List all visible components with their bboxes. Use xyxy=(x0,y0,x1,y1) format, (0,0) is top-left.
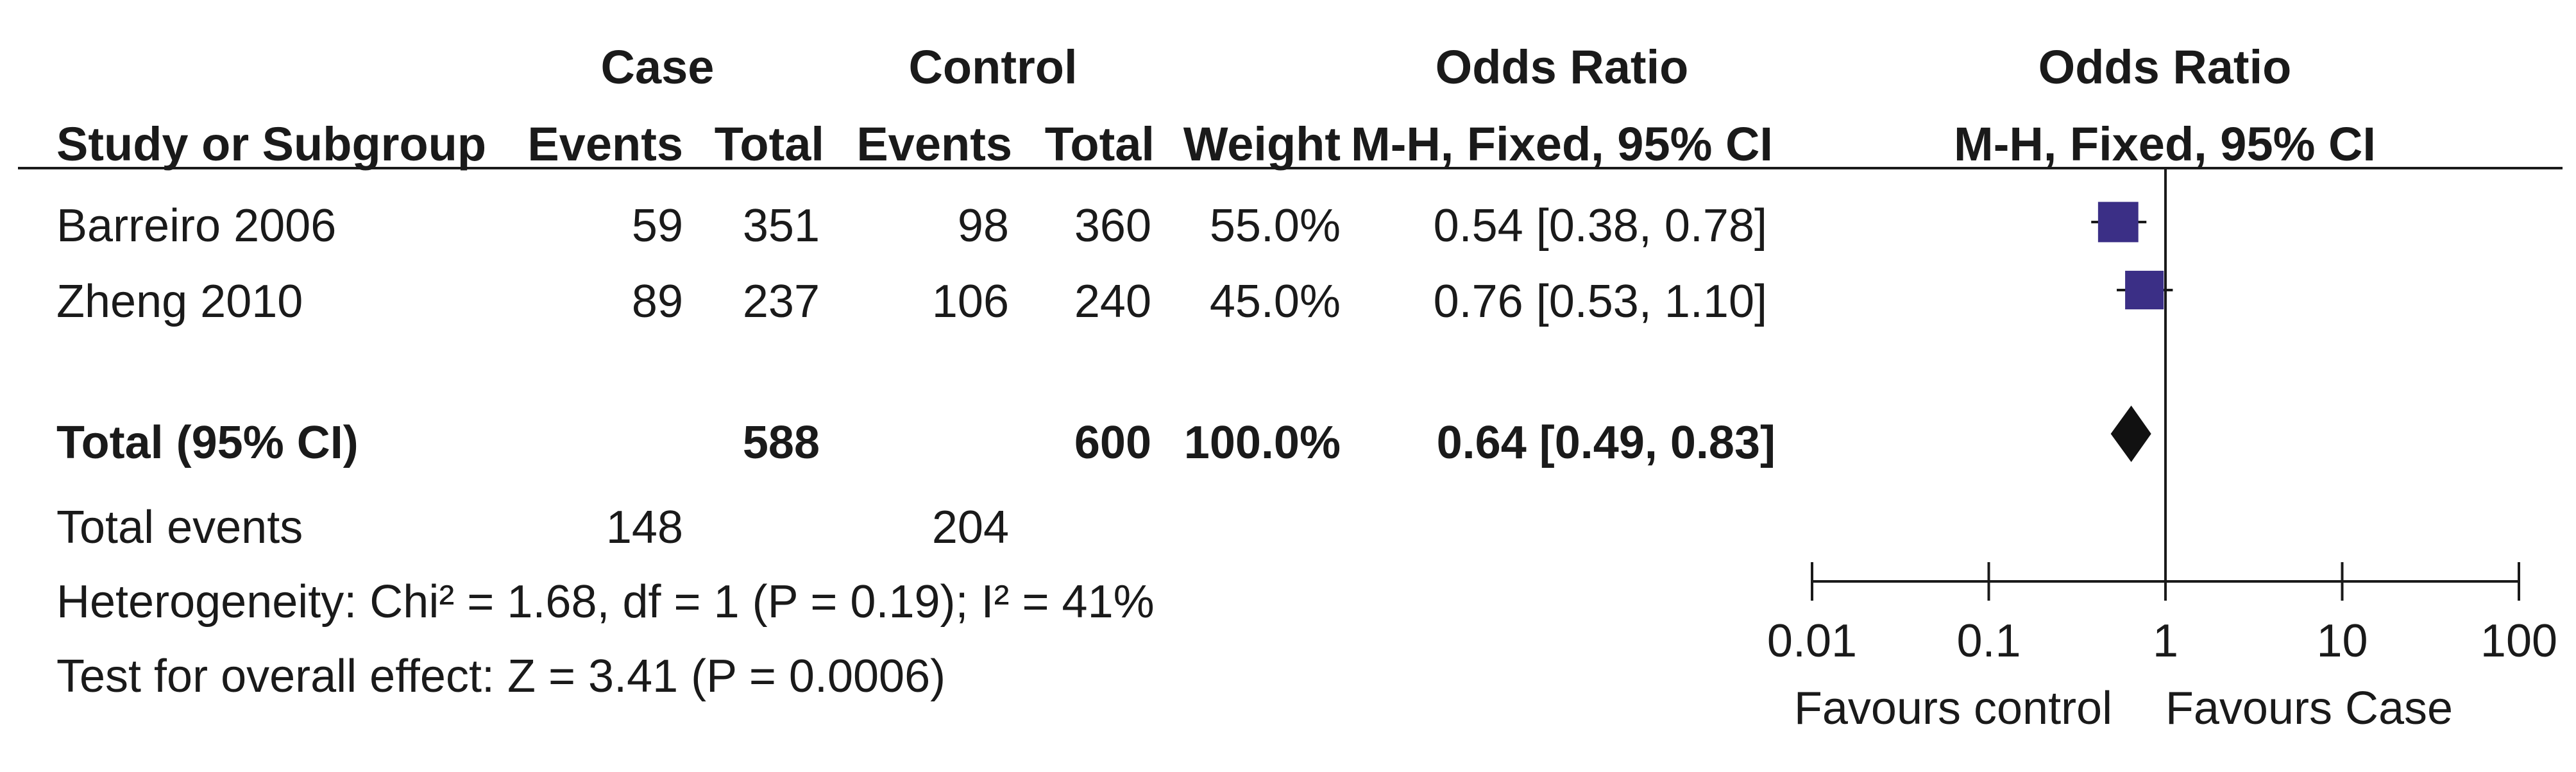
favours-right-label: Favours Case xyxy=(2165,683,2453,734)
header-or-ci: M-H, Fixed, 95% CI xyxy=(1351,117,1773,171)
study-or-ci: 0.76 [0.53, 1.10] xyxy=(1434,276,1767,327)
header-or-plot-group: Odds Ratio xyxy=(2038,40,2292,94)
case-total: 237 xyxy=(743,276,820,327)
total-events-ctrl: 204 xyxy=(932,502,1009,553)
ctrl-total: 240 xyxy=(1074,276,1151,327)
header-case-group: Case xyxy=(601,40,715,94)
total-weight: 100.0% xyxy=(1184,417,1341,468)
header-or-plot-ci: M-H, Fixed, 95% CI xyxy=(1954,117,2376,171)
total-case-total: 588 xyxy=(743,417,820,468)
total-or-ci: 0.64 [0.49, 0.83] xyxy=(1437,417,1775,468)
study-weight: 45.0% xyxy=(1210,276,1341,327)
ctrl-total: 360 xyxy=(1074,200,1151,252)
header-weight: Weight xyxy=(1183,117,1341,171)
case-events: 59 xyxy=(632,200,683,252)
header-or-group: Odds Ratio xyxy=(1436,40,1689,94)
x-tick-label: 10 xyxy=(2316,615,2368,667)
ctrl-events: 106 xyxy=(932,276,1009,327)
study-weight: 55.0% xyxy=(1210,200,1341,252)
total-events-case: 148 xyxy=(606,502,683,553)
overall-effect-text: Test for overall effect: Z = 3.41 (P = 0… xyxy=(56,651,945,702)
total-events-label: Total events xyxy=(56,502,303,553)
x-tick-label: 0.1 xyxy=(1956,615,2021,667)
case-total: 351 xyxy=(743,200,820,252)
total-ctrl-total: 600 xyxy=(1074,417,1151,468)
heterogeneity-text: Heterogeneity: Chi² = 1.68, df = 1 (P = … xyxy=(56,576,1155,628)
header-ctrl-events: Events xyxy=(856,117,1012,171)
header-case-events: Events xyxy=(527,117,683,171)
plot-area: 0.01 0.1 1 10 100 xyxy=(1767,168,2557,667)
header-control-group: Control xyxy=(908,40,1077,94)
header-study: Study or Subgroup xyxy=(56,117,486,171)
x-tick-label: 0.01 xyxy=(1767,615,1857,667)
total-label: Total (95% CI) xyxy=(56,417,359,468)
header-case-total: Total xyxy=(715,117,824,171)
study-or-ci: 0.54 [0.38, 0.78] xyxy=(1434,200,1767,252)
ctrl-events: 98 xyxy=(958,200,1009,252)
study-name: Zheng 2010 xyxy=(56,276,303,327)
x-tick-label: 1 xyxy=(2153,615,2178,667)
study-marker xyxy=(2097,202,2139,243)
pooled-diamond xyxy=(2110,406,2151,462)
favours-left-label: Favours control xyxy=(1794,683,2112,734)
case-events: 89 xyxy=(632,276,683,327)
x-tick-label: 100 xyxy=(2480,615,2557,667)
header-ctrl-total: Total xyxy=(1045,117,1155,171)
study-name: Barreiro 2006 xyxy=(56,200,336,252)
study-marker xyxy=(2125,270,2164,310)
